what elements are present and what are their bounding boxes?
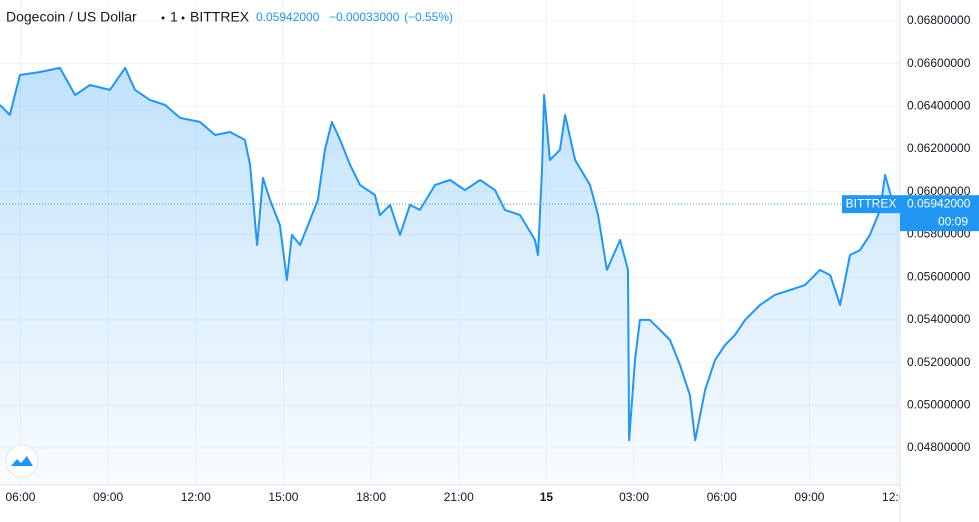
interval: 1 <box>170 9 178 25</box>
logo-circle[interactable] <box>5 444 39 478</box>
area-fill <box>0 67 900 486</box>
y-tick-label: 0.05600000 <box>907 269 971 283</box>
logo[interactable] <box>5 444 39 478</box>
price-tag <box>900 195 979 232</box>
exchange: BITTREX <box>190 9 250 25</box>
separator <box>181 16 185 20</box>
y-tick-label: 0.04800000 <box>907 440 971 454</box>
axes: 0.04800000 0.05000000 0.05200000 0.05400000… <box>907 13 971 454</box>
x-tick-label: 15:00 <box>268 490 298 504</box>
x-tick-label: 06:00 <box>5 490 35 504</box>
x-tick-label: 12:00 <box>181 490 211 504</box>
countdown-label: 00:09 <box>938 214 968 228</box>
exchange-tag <box>842 195 900 214</box>
y-tick-label: 0.05400000 <box>907 312 971 326</box>
symbol-title: Dogecoin / US Dollar <box>6 9 137 25</box>
x-tick-label: 12:00 <box>882 490 912 504</box>
x-tick-label: 09:00 <box>93 490 123 504</box>
last-price: 0.05942000 <box>256 10 320 24</box>
price-tag-label: 0.05942000 <box>907 196 971 210</box>
price-line <box>0 66 900 442</box>
x-tick-label: 06:00 <box>707 490 737 504</box>
x-tick-label: 09:00 <box>794 490 824 504</box>
y-tick-label: 0.06600000 <box>907 56 971 70</box>
separator <box>161 16 165 20</box>
x-tick-label: 15 <box>540 490 554 504</box>
x-tick-label: 03:00 <box>619 490 649 504</box>
y-tick-label: 0.05000000 <box>907 398 971 412</box>
y-tick-label: 0.06400000 <box>907 99 971 113</box>
price-change: −0.00033000 <box>329 10 400 24</box>
header: Dogecoin / US Dollar 1 BITTREX 0.0594200… <box>6 9 453 25</box>
y-tick-label: 0.06800000 <box>907 13 971 27</box>
plot: 06:00 09:00 12:00 15:00 18:00 21:00 15 03:00 06:… <box>0 66 912 504</box>
exchange-tag-label: BITTREX <box>846 196 897 210</box>
logo-icon[interactable] <box>11 456 33 466</box>
price-change-percent: (−0.55%) <box>404 10 453 24</box>
y-tick-label: 0.05200000 <box>907 355 971 369</box>
x-tick-label: 21:00 <box>444 490 474 504</box>
y-tick-label: 0.06200000 <box>907 141 971 155</box>
x-tick-label: 18:00 <box>356 490 386 504</box>
y-tick-label: 0.06000000 <box>907 184 971 198</box>
